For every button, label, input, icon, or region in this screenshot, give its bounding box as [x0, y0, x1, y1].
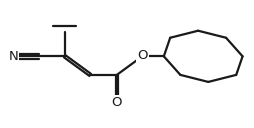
Text: N: N [9, 50, 18, 63]
Text: O: O [112, 96, 122, 109]
Text: O: O [137, 49, 148, 62]
